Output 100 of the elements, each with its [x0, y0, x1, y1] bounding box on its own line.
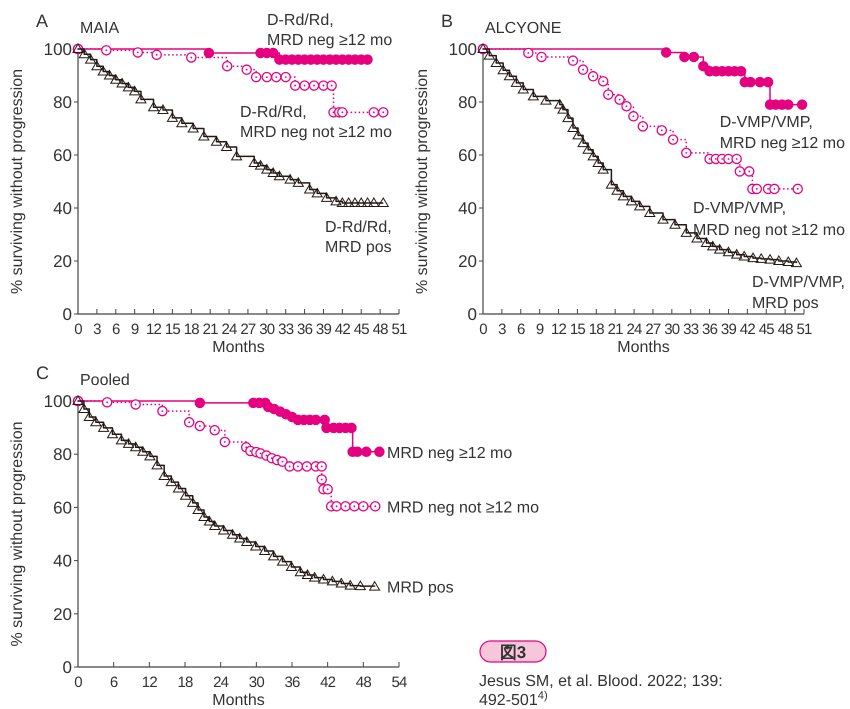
x-tick-label: 0	[74, 674, 82, 691]
point	[337, 107, 348, 118]
x-tick-label: 33	[278, 321, 294, 338]
point	[268, 168, 279, 178]
point	[572, 130, 584, 140]
x-tick-label: 18	[177, 674, 193, 691]
y-tick-label: 0	[62, 658, 72, 677]
point	[250, 72, 262, 82]
x-tick-label: 39	[316, 321, 332, 338]
x-tick-label: 6	[516, 321, 525, 338]
series-label: D-Rd/Rd, MRD neg ≥12 mo	[267, 12, 392, 49]
point	[188, 123, 199, 132]
point	[194, 398, 206, 408]
x-tick-label: 48	[372, 321, 388, 338]
point	[261, 164, 272, 174]
point	[792, 184, 803, 194]
point	[276, 556, 288, 566]
x-tick-label: 36	[284, 674, 300, 691]
x-tick-label: 30	[248, 674, 264, 691]
point	[598, 164, 609, 174]
point	[218, 525, 230, 535]
point	[302, 569, 313, 579]
point	[782, 256, 794, 266]
x-tick-label: 42	[740, 321, 756, 338]
point	[137, 446, 148, 456]
point	[536, 52, 547, 62]
chart-title: MAIA	[80, 20, 120, 37]
point	[231, 150, 242, 160]
y-tick-label: 60	[458, 146, 477, 165]
point	[152, 460, 163, 470]
y-tick-label: 0	[62, 305, 72, 324]
point	[484, 50, 495, 60]
point	[582, 144, 594, 154]
y-tick-label: 60	[53, 498, 72, 518]
point	[374, 446, 385, 458]
point	[523, 48, 534, 58]
x-tick-label: 42	[334, 321, 350, 338]
x-tick-label: 15	[570, 321, 586, 338]
point	[731, 154, 742, 164]
point	[84, 411, 95, 421]
point	[166, 112, 178, 122]
x-tick-label: 51	[391, 321, 407, 338]
x-tick-label: 3	[498, 321, 506, 338]
series-label: D-VMP/VMP, MRD neg ≥12 mo	[720, 114, 846, 152]
point	[122, 82, 134, 92]
point	[714, 244, 726, 254]
y-tick-label: 80	[53, 93, 72, 112]
point	[562, 112, 574, 122]
point	[557, 104, 568, 114]
y-tick-label: 0	[468, 305, 477, 324]
x-tick-label: 18	[588, 321, 604, 338]
point	[204, 516, 215, 526]
point	[101, 45, 112, 56]
chart-title: Pooled	[80, 372, 130, 389]
point	[378, 107, 389, 118]
x-tick-label: 6	[110, 674, 118, 691]
x-tick-label: 0	[74, 321, 82, 338]
point	[769, 184, 780, 194]
point	[369, 581, 380, 591]
point	[656, 125, 668, 136]
point	[490, 58, 502, 68]
point	[271, 72, 282, 82]
x-tick-label: 48	[356, 674, 372, 691]
point	[116, 78, 128, 88]
x-tick-label: 24	[213, 674, 229, 691]
point	[176, 118, 188, 128]
point	[361, 446, 372, 458]
point	[268, 550, 280, 560]
point	[78, 48, 90, 58]
point	[194, 420, 206, 432]
x-tick-label: 15	[164, 321, 180, 338]
y-tick-label: 20	[458, 252, 477, 271]
point	[221, 142, 232, 152]
point	[528, 90, 539, 100]
point	[700, 237, 712, 247]
point	[302, 461, 312, 472]
point	[198, 130, 210, 140]
x-tick-label: 36	[702, 321, 718, 338]
point	[681, 148, 692, 158]
point	[762, 76, 774, 88]
point	[129, 86, 140, 96]
point	[312, 188, 323, 198]
point	[331, 501, 342, 512]
series-label: D-VMP/VMP, MRD neg not ≥12 mo	[693, 200, 846, 239]
point	[222, 60, 232, 72]
point	[680, 227, 692, 237]
point	[130, 399, 141, 410]
point	[90, 416, 102, 426]
point	[756, 253, 767, 263]
point	[568, 55, 578, 66]
x-tick-label: 21	[202, 321, 218, 338]
point	[241, 64, 252, 75]
point	[104, 70, 115, 80]
series-label: D-Rd/Rd, MRD pos	[325, 219, 392, 256]
x-tick-label: 51	[796, 321, 812, 338]
y-axis-title: % surviving without progression	[414, 69, 431, 294]
x-tick-label: 9	[130, 321, 139, 338]
point	[304, 184, 316, 194]
point	[504, 70, 515, 80]
x-tick-label: 30	[259, 321, 275, 338]
